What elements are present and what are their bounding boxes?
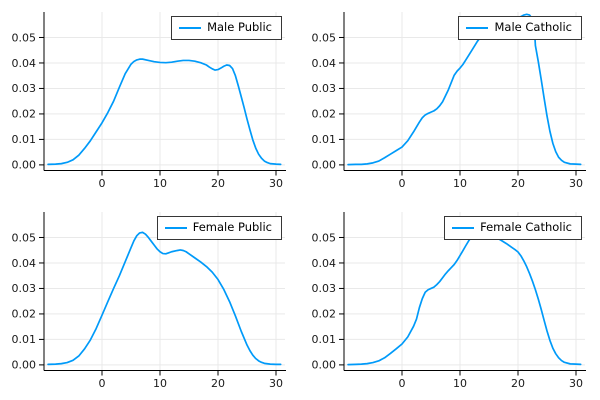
legend-line-sample [466, 26, 489, 29]
legend-line-sample [164, 226, 187, 229]
x-tick-label: 20 [211, 177, 225, 190]
legend-male-public: Male Public [171, 16, 282, 40]
y-tick-label: 0.03 [312, 82, 337, 95]
x-tick-label: 0 [399, 377, 406, 390]
y-tick-label: 0.01 [12, 133, 37, 146]
subplot-female-catholic: 0.00 0.01 0.02 0.03 0.04 0.05 0 10 20 30 Female C… [300, 200, 600, 400]
y-tick-label: 0.03 [12, 282, 37, 295]
legend-female-public: Female Public [156, 216, 282, 240]
plot-canvas-male-public: 0.00 0.01 0.02 0.03 0.04 0.05 0 10 20 30 [12, 12, 286, 190]
x-tick-label: 30 [269, 377, 283, 390]
y-tick-label: 0.01 [312, 133, 337, 146]
y-tick-label: 0.00 [312, 359, 337, 372]
x-tick-label: 30 [569, 177, 583, 190]
y-tick-label: 0.05 [12, 231, 37, 244]
y-tick-label: 0.05 [12, 31, 37, 44]
legend-line-sample [452, 226, 475, 229]
legend-line-sample [179, 26, 202, 29]
density-curve [47, 231, 282, 366]
x-tick-label: 20 [211, 377, 225, 390]
subplot-female-public: 0.00 0.01 0.02 0.03 0.04 0.05 0 10 20 30 Female P… [0, 200, 300, 400]
x-tick-label: 20 [511, 177, 525, 190]
legend-label: Male Public [207, 20, 272, 34]
y-tick-label: 0.04 [12, 257, 37, 270]
x-tick-label: 30 [569, 377, 583, 390]
density-curve [47, 58, 282, 166]
y-tick-label: 0.00 [12, 359, 37, 372]
y-tick-label: 0.05 [312, 31, 337, 44]
x-tick-label: 10 [453, 377, 467, 390]
x-tick-label: 30 [269, 177, 283, 190]
y-tick-label: 0.05 [312, 231, 337, 244]
legend-label: Female Public [192, 220, 272, 234]
plot-canvas-male-catholic: 0.00 0.01 0.02 0.03 0.04 0.05 0 10 20 30 [312, 12, 586, 190]
y-tick-label: 0.04 [312, 257, 337, 270]
y-tick-label: 0.01 [312, 333, 337, 346]
density-curve [347, 231, 582, 366]
y-tick-label: 0.00 [312, 159, 337, 172]
y-tick-label: 0.04 [12, 57, 37, 70]
legend-label: Male Catholic [494, 20, 572, 34]
y-tick-label: 0.02 [312, 108, 337, 121]
y-tick-label: 0.03 [312, 282, 337, 295]
x-tick-label: 0 [99, 177, 106, 190]
plot-canvas-female-public: 0.00 0.01 0.02 0.03 0.04 0.05 0 10 20 30 [12, 212, 286, 390]
density-curve [347, 13, 582, 166]
y-tick-label: 0.02 [12, 108, 37, 121]
y-tick-label: 0.02 [12, 308, 37, 321]
y-tick-label: 0.02 [312, 308, 337, 321]
x-tick-label: 20 [511, 377, 525, 390]
x-tick-label: 10 [153, 377, 167, 390]
x-tick-label: 10 [453, 177, 467, 190]
legend-male-catholic: Male Catholic [458, 16, 582, 40]
x-tick-label: 0 [99, 377, 106, 390]
y-tick-label: 0.04 [312, 57, 337, 70]
y-tick-label: 0.01 [12, 333, 37, 346]
x-tick-label: 10 [153, 177, 167, 190]
y-tick-label: 0.03 [12, 82, 37, 95]
legend-label: Female Catholic [480, 220, 572, 234]
legend-female-catholic: Female Catholic [444, 216, 582, 240]
subplot-male-catholic: 0.00 0.01 0.02 0.03 0.04 0.05 0 10 20 30 Male Cat… [300, 0, 600, 200]
x-tick-label: 0 [399, 177, 406, 190]
y-tick-label: 0.00 [12, 159, 37, 172]
subplot-male-public: 0.00 0.01 0.02 0.03 0.04 0.05 0 10 20 30 Male Pub… [0, 0, 300, 200]
